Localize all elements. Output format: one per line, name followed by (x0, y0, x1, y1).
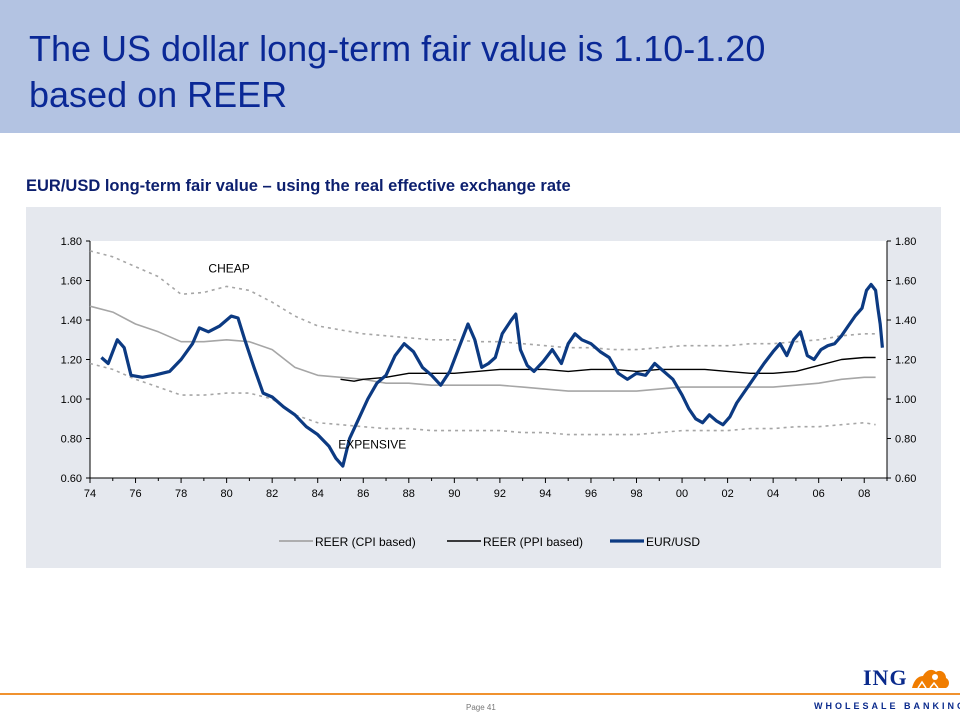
annotation-cheap: CHEAP (208, 262, 249, 276)
y-tick-label-left: 1.40 (61, 315, 82, 327)
x-tick-label: 78 (175, 488, 187, 500)
x-tick-label: 86 (357, 488, 369, 500)
slide-title-line-1: The US dollar long-term fair value is 1.… (29, 28, 766, 69)
x-tick-label: 98 (630, 488, 642, 500)
y-tick-label-left: 0.80 (61, 434, 82, 446)
y-tick-label-left: 0.60 (61, 473, 82, 485)
fair-value-chart: 1.80 1.80 1.60 1.60 1.40 1.40 1.20 1.20 1.00 1.00… (61, 236, 917, 549)
y-tick-label-left: 1.20 (61, 355, 82, 367)
x-tick-label: 04 (767, 488, 779, 500)
y-tick-label-left: 1.80 (61, 236, 82, 248)
y-tick-label-left: 1.00 (61, 394, 82, 406)
y-tick-label-left: 1.60 (61, 276, 82, 288)
upper-band-line (89, 250, 876, 351)
legend-label: EUR/USD (646, 535, 700, 549)
x-tick-label: 96 (585, 488, 597, 500)
x-tick-label: 02 (721, 488, 733, 500)
slide-title-line-2: based on REER (29, 74, 288, 115)
x-tick-label: 76 (129, 488, 141, 500)
y-tick-label-right: 1.20 (895, 355, 916, 367)
lion-icon (912, 669, 949, 689)
y-tick-label-right: 0.80 (895, 434, 916, 446)
y-tick-label-right: 1.60 (895, 276, 916, 288)
y-tick-label-right: 1.40 (895, 315, 916, 327)
y-tick-label-right: 0.60 (895, 473, 916, 485)
plot-area (90, 241, 887, 478)
reer-cpi-line (89, 305, 876, 392)
x-tick-label: 88 (403, 488, 415, 500)
logo-wordmark: ING (863, 665, 908, 690)
reer-ppi-line (340, 356, 876, 382)
y-tick-label-right: 1.00 (895, 394, 916, 406)
x-tick-label: 92 (494, 488, 506, 500)
x-tick-label: 00 (676, 488, 688, 500)
y-tick-label-right: 1.80 (895, 236, 916, 248)
x-tick-label: 08 (858, 488, 870, 500)
ing-logo: ING WHOLESALE BANKING (810, 665, 960, 715)
page-number: Page 41 (466, 703, 496, 712)
eurusd-line (100, 282, 884, 468)
x-tick-label: 80 (221, 488, 233, 500)
x-tick-label: 74 (84, 488, 96, 500)
footer-divider (0, 693, 960, 695)
x-tick-label: 82 (266, 488, 278, 500)
slide-title: The US dollar long-term fair value is 1.… (29, 26, 929, 118)
legend-label: REER (CPI based) (315, 535, 416, 549)
chart-title: EUR/USD long-term fair value – using the… (26, 177, 571, 195)
chart-panel: 1.80 1.80 1.60 1.60 1.40 1.40 1.20 1.20 1.00 1.00… (26, 207, 941, 568)
x-tick-label: 06 (813, 488, 825, 500)
x-tick-label: 94 (539, 488, 551, 500)
legend-label: REER (PPI based) (483, 535, 583, 549)
x-tick-label: 90 (448, 488, 460, 500)
logo-division: WHOLESALE BANKING (814, 701, 960, 711)
annotation-expensive: EXPENSIVE (338, 437, 406, 451)
x-tick-label: 84 (312, 488, 324, 500)
title-banner (0, 0, 960, 133)
